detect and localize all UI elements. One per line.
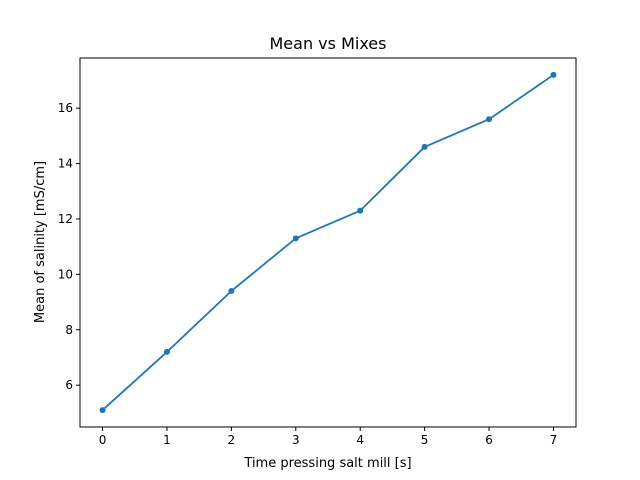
series-line <box>101 74 555 412</box>
chart-title: Mean vs Mixes <box>270 34 387 53</box>
plot-frame <box>79 57 577 428</box>
x-axis-label: Time pressing salt mill [s] <box>243 456 411 471</box>
data-point <box>163 348 170 355</box>
x-tick-label: 5 <box>421 433 429 447</box>
x-tick-label: 1 <box>163 433 171 447</box>
y-tick-label: 16 <box>58 101 73 115</box>
data-point <box>486 116 493 123</box>
series-points <box>99 71 557 414</box>
x-tick-label: 6 <box>485 433 493 447</box>
y-axis-label: Mean of salinity [mS/cm] <box>33 161 48 323</box>
data-point <box>421 143 428 150</box>
x-tick-label: 7 <box>550 433 558 447</box>
y-tick-label: 10 <box>58 267 73 281</box>
data-point <box>292 235 299 242</box>
data-point <box>357 207 364 214</box>
data-point <box>228 287 235 294</box>
x-tick-label: 0 <box>99 433 107 447</box>
y-axis-ticks: 6 8 10 12 14 16 <box>58 101 80 392</box>
y-tick-label: 8 <box>65 323 73 337</box>
y-tick-label: 14 <box>58 157 73 171</box>
x-axis-ticks: 0 1 2 3 4 5 6 7 <box>99 427 558 447</box>
plot-area <box>80 58 576 427</box>
x-tick-label: 4 <box>356 433 364 447</box>
y-tick-label: 12 <box>58 212 73 226</box>
x-tick-label: 2 <box>228 433 236 447</box>
x-tick-label: 3 <box>292 433 300 447</box>
y-tick-label: 6 <box>65 378 73 392</box>
data-point <box>550 71 557 78</box>
data-point <box>99 407 106 414</box>
